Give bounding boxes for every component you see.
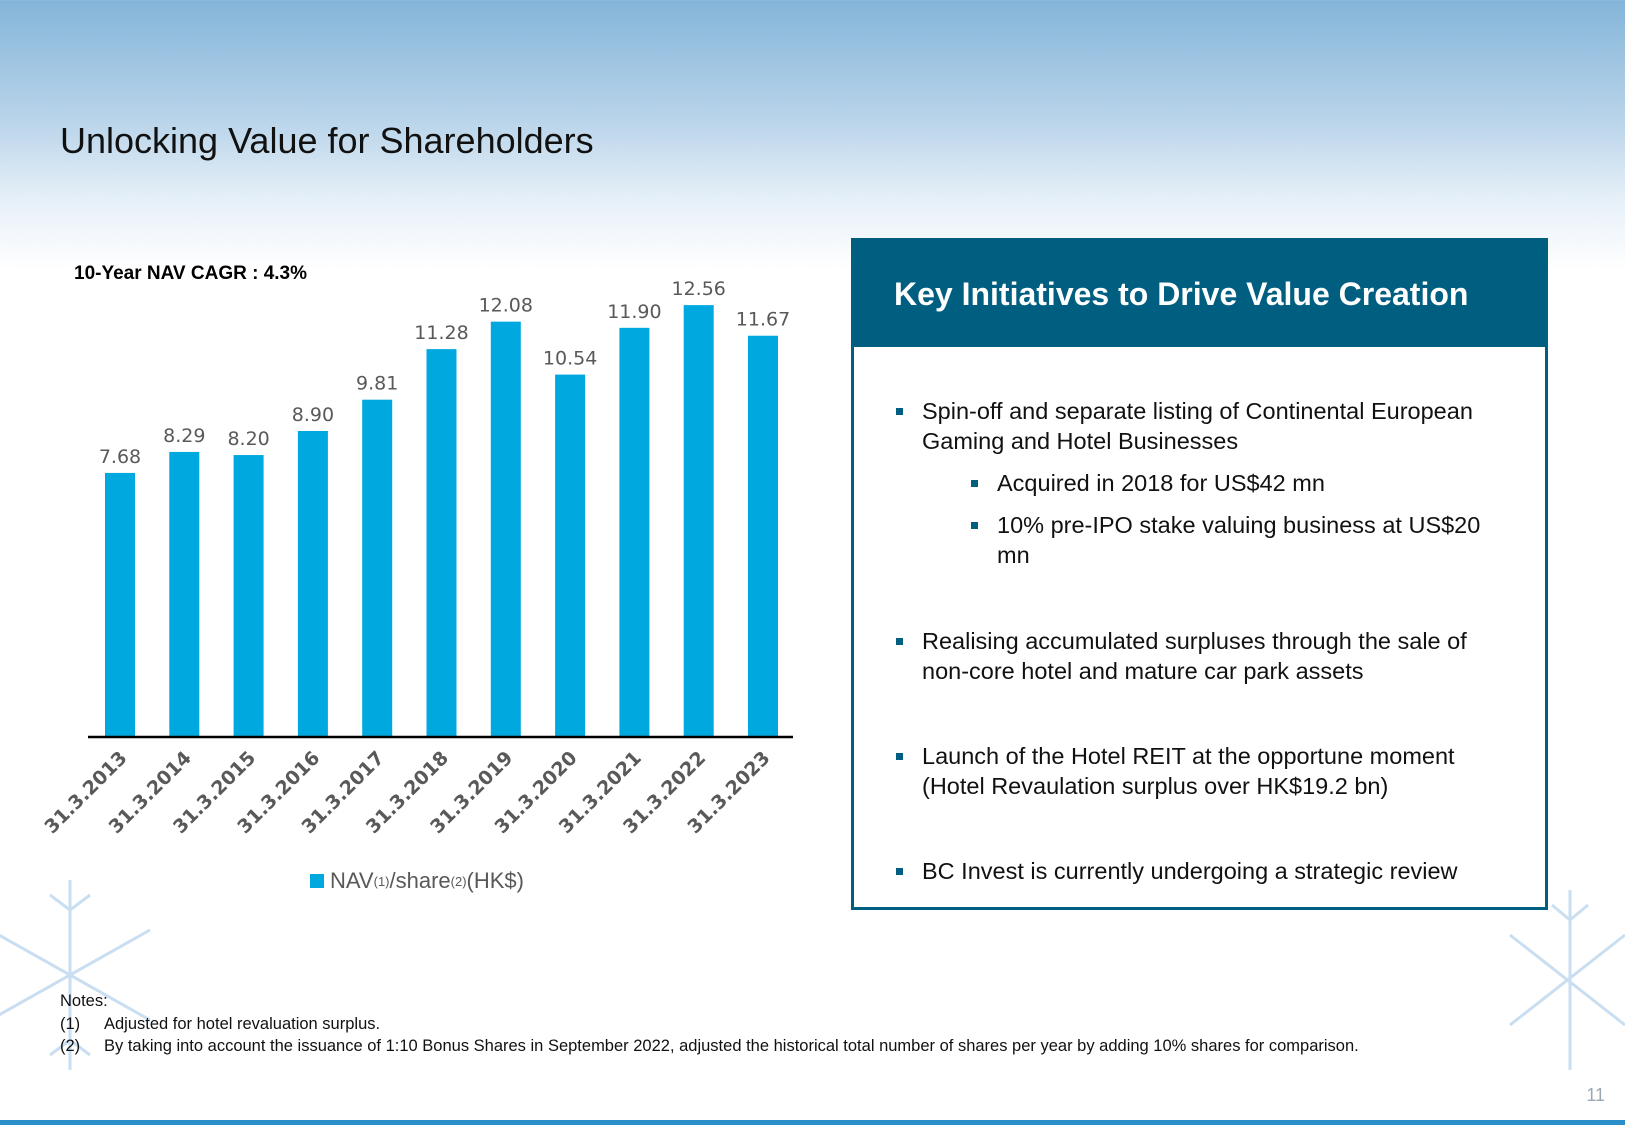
bar-31.3.2018 [426,349,457,737]
legend-sup-2: (2) [450,873,467,889]
note-2-text: By taking into account the issuance of 1… [104,1037,1359,1055]
data-label-31.3.2022: 12.56 [671,278,725,300]
legend-swatch [310,874,324,888]
bar-31.3.2021 [619,327,650,737]
data-label-31.3.2014: 8.29 [163,425,205,447]
legend-sup-1: (1) [373,873,390,889]
bullet-bc-invest: BC Invest is currently undergoing a stra… [894,856,1514,886]
note-2-number: (2) [60,1037,81,1055]
bottom-accent-bar [0,1120,1625,1125]
data-label-31.3.2016: 8.90 [292,404,334,426]
data-label-31.3.2023: 11.67 [736,309,790,331]
chart-legend: NAV (1)/share (2) (HK$) [310,868,524,894]
nav-bar-chart: 7.6831.3.20138.2931.3.20148.2031.3.20158… [40,278,793,838]
legend-middle: /share [389,868,451,893]
page-number: 11 [1586,1085,1605,1105]
snowflake-decoration-right [1509,890,1625,1070]
key-initiatives-panel: Key Initiatives to Drive Value Creation … [851,238,1548,910]
sub-bullet-acquired: Acquired in 2018 for US$42 mn [969,468,1514,498]
bullet-surpluses: Realising accumulated surpluses through … [894,626,1514,686]
notes: Notes: (1) Adjusted for hotel revaluatio… [60,990,1512,1058]
data-label-31.3.2020: 10.54 [543,348,597,370]
data-label-31.3.2019: 12.08 [479,295,533,317]
bar-31.3.2016 [297,430,328,737]
panel-header: Key Initiatives to Drive Value Creation [854,241,1545,347]
legend-prefix: NAV [330,868,374,893]
bar-31.3.2014 [169,451,200,737]
snowflake-decoration-left [0,880,151,1070]
bar-31.3.2022 [683,305,714,737]
data-label-31.3.2017: 9.81 [356,373,398,395]
cagr-label: 10-Year NAV CAGR : 4.3% [74,263,308,284]
initiatives-list: Spin-off and separate listing of Contine… [894,396,1514,886]
bar-31.3.2023 [748,335,778,737]
bar-31.3.2020 [555,374,586,737]
bar-31.3.2015 [233,455,264,737]
bar-31.3.2017 [362,399,393,737]
notes-heading: Notes: [60,992,108,1010]
bar-31.3.2013 [105,472,135,737]
note-1: (1) Adjusted for hotel revaluation surpl… [60,1013,1512,1036]
data-label-31.3.2015: 8.20 [227,428,269,450]
note-1-text: Adjusted for hotel revaluation surplus. [104,1014,381,1033]
bullet-spin-off: Spin-off and separate listing of Contine… [894,396,1514,456]
legend-suffix: (HK$) [466,868,524,893]
note-1-number: (1) [60,1014,81,1033]
bullet-hotel-reit: Launch of the Hotel REIT at the opportun… [894,741,1514,801]
sub-bullet-pre-ipo: 10% pre-IPO stake valuing business at US… [969,510,1514,570]
data-label-31.3.2018: 11.28 [414,322,468,344]
bar-31.3.2019 [490,321,521,737]
data-label-31.3.2021: 11.90 [607,301,661,323]
data-label-31.3.2013: 7.68 [99,446,141,468]
note-2: (2) By taking into account the issuance … [60,1035,1512,1058]
slide-title: Unlocking Value for Shareholders [60,120,594,161]
